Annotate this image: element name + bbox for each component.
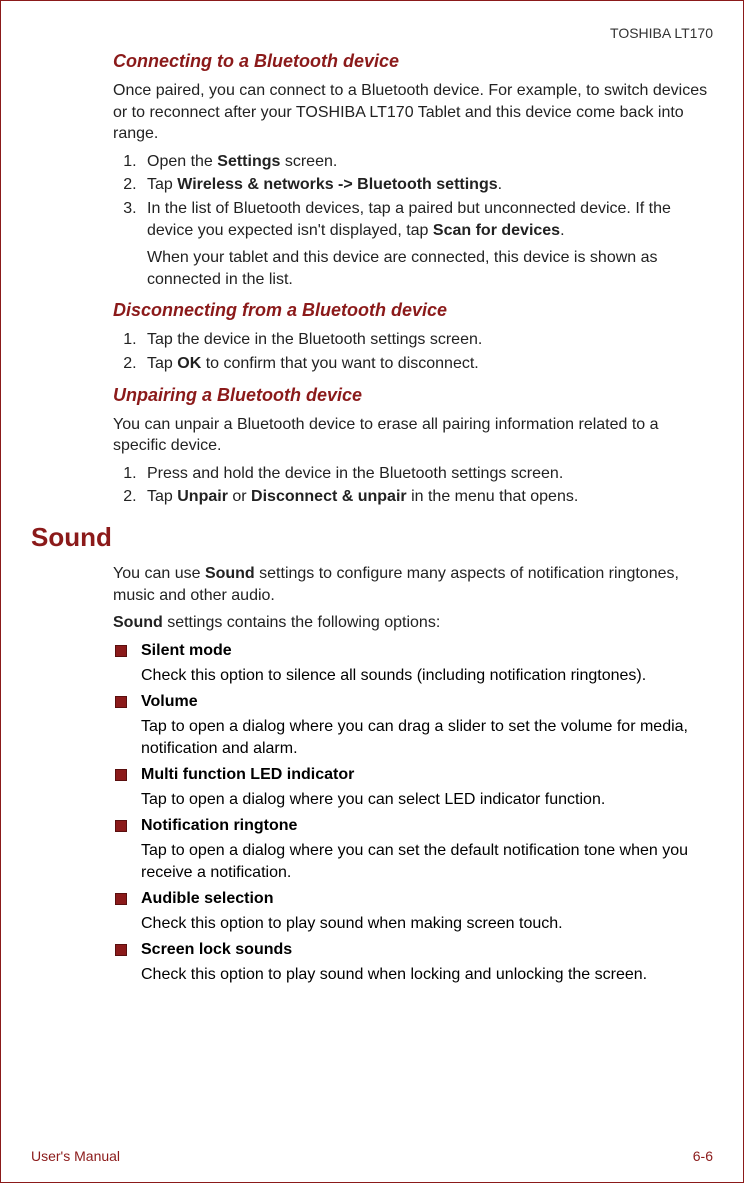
sound-options4: Notification ringtone xyxy=(113,815,709,837)
sound-options: Silent mode xyxy=(113,640,709,662)
section3-intro: You can unpair a Bluetooth device to era… xyxy=(113,414,709,457)
header-product: TOSHIBA LT170 xyxy=(31,25,713,41)
s1-step3-note: When your tablet and this device are con… xyxy=(147,247,709,290)
footer: User's Manual 6-6 xyxy=(31,1148,713,1164)
footer-right: 6-6 xyxy=(693,1148,713,1164)
sound-options6: Screen lock sounds xyxy=(113,939,709,961)
sound-option-led: Multi function LED indicator xyxy=(113,764,709,786)
section2-steps: Tap the device in the Bluetooth settings… xyxy=(113,329,709,374)
footer-left: User's Manual xyxy=(31,1148,120,1164)
sound-options2: Volume xyxy=(113,691,709,713)
sound-option-silent: Silent mode xyxy=(113,640,709,662)
section1-steps: Open the Settings screen. Tap Wireless &… xyxy=(113,151,709,291)
sound-option-audible: Audible selection xyxy=(113,888,709,910)
sound-option-volume-desc: Tap to open a dialog where you can drag … xyxy=(113,716,709,759)
section3-steps: Press and hold the device in the Bluetoo… xyxy=(113,463,709,508)
s3-step1: Press and hold the device in the Bluetoo… xyxy=(141,463,709,485)
content: Connecting to a Bluetooth device Once pa… xyxy=(31,51,713,986)
s1-step3: In the list of Bluetooth devices, tap a … xyxy=(141,198,709,290)
s3-step2: Tap Unpair or Disconnect & unpair in the… xyxy=(141,486,709,508)
sound-option-screenlock: Screen lock sounds xyxy=(113,939,709,961)
s2-step1: Tap the device in the Bluetooth settings… xyxy=(141,329,709,351)
page: TOSHIBA LT170 Connecting to a Bluetooth … xyxy=(0,0,744,1183)
sound-option-audible-desc: Check this option to play sound when mak… xyxy=(113,913,709,935)
section3-title: Unpairing a Bluetooth device xyxy=(113,385,709,406)
section1-intro: Once paired, you can connect to a Blueto… xyxy=(113,80,709,145)
sound-option-led-desc: Tap to open a dialog where you can selec… xyxy=(113,789,709,811)
sound-options3: Multi function LED indicator xyxy=(113,764,709,786)
section1-title: Connecting to a Bluetooth device xyxy=(113,51,709,72)
s2-step2: Tap OK to confirm that you want to disco… xyxy=(141,353,709,375)
s1-step2: Tap Wireless & networks -> Bluetooth set… xyxy=(141,174,709,196)
sound-title: Sound xyxy=(31,522,709,553)
sound-option-volume: Volume xyxy=(113,691,709,713)
sound-option-screenlock-desc: Check this option to play sound when loc… xyxy=(113,964,709,986)
sound-option-silent-desc: Check this option to silence all sounds … xyxy=(113,665,709,687)
sound-option-ringtone: Notification ringtone xyxy=(113,815,709,837)
sound-contains: Sound settings contains the following op… xyxy=(113,612,709,634)
s1-step1: Open the Settings screen. xyxy=(141,151,709,173)
sound-intro: You can use Sound settings to configure … xyxy=(113,563,709,606)
sound-option-ringtone-desc: Tap to open a dialog where you can set t… xyxy=(113,840,709,883)
section2-title: Disconnecting from a Bluetooth device xyxy=(113,300,709,321)
sound-options5: Audible selection xyxy=(113,888,709,910)
